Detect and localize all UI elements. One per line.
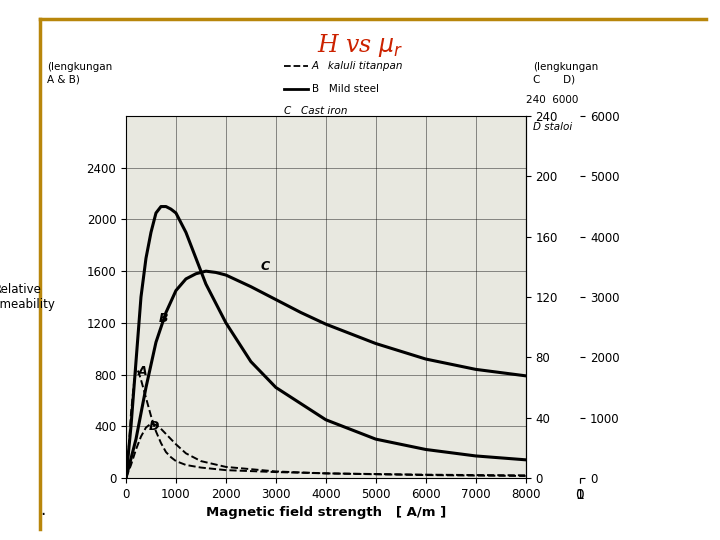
- X-axis label: Magnetic field strength   [ A/m ]: Magnetic field strength [ A/m ]: [206, 506, 446, 519]
- Text: H vs $\mu_r$: H vs $\mu_r$: [317, 32, 403, 59]
- Text: Relative
permeability: Relative permeability: [0, 283, 55, 311]
- Text: C   Cast iron: C Cast iron: [284, 106, 347, 117]
- Text: (lengkungan: (lengkungan: [533, 62, 598, 72]
- Text: B: B: [159, 312, 168, 325]
- Text: B   Mild steel: B Mild steel: [312, 84, 379, 94]
- Text: D: D: [149, 420, 159, 433]
- Text: (lengkungan: (lengkungan: [47, 62, 112, 72]
- Text: A: A: [138, 364, 147, 377]
- Text: .: .: [40, 501, 46, 519]
- Text: C: C: [261, 260, 270, 273]
- Text: 240  6000: 240 6000: [526, 94, 578, 105]
- Text: D staloi: D staloi: [533, 122, 572, 132]
- Text: A   kaluli titanpan: A kaluli titanpan: [312, 61, 403, 71]
- Text: A & B): A & B): [47, 74, 80, 84]
- Text: C       D): C D): [533, 74, 575, 84]
